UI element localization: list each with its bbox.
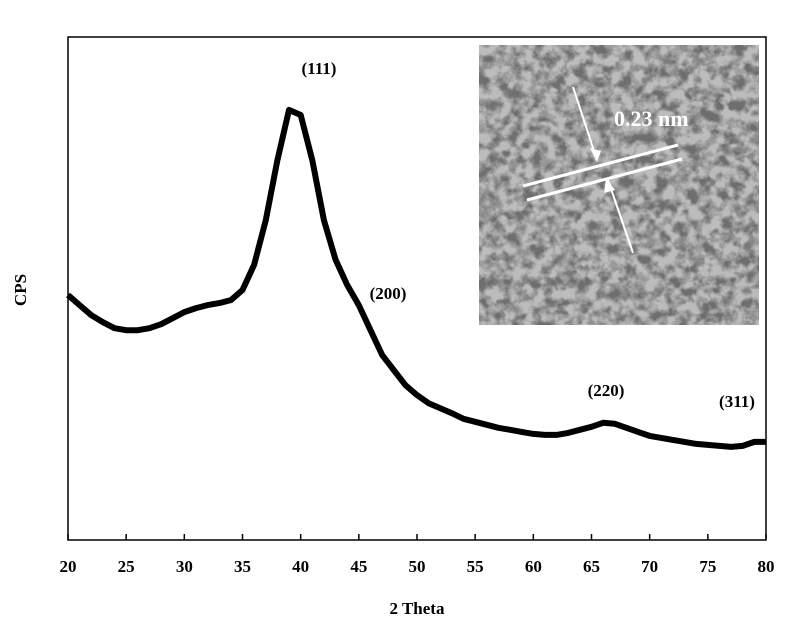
inset-image: 0.23 nm xyxy=(479,45,759,325)
x-tick-label: 60 xyxy=(525,557,542,576)
x-axis-label: 2 Theta xyxy=(390,599,445,618)
x-tick-label: 25 xyxy=(118,557,135,576)
x-tick-label: 45 xyxy=(350,557,367,576)
x-tick-label: 55 xyxy=(467,557,484,576)
x-tick-label: 20 xyxy=(60,557,77,576)
y-axis-label: CPS xyxy=(11,274,30,306)
peak-label: (111) xyxy=(302,59,337,78)
x-tick-label: 35 xyxy=(234,557,251,576)
inset-label: 0.23 nm xyxy=(614,106,689,131)
x-tick-label: 30 xyxy=(176,557,193,576)
x-tick-label: 65 xyxy=(583,557,600,576)
x-tick-label: 80 xyxy=(758,557,775,576)
peak-label: (200) xyxy=(370,284,407,303)
x-tick-label: 75 xyxy=(699,557,716,576)
peak-label: (220) xyxy=(588,381,625,400)
x-tick-label: 50 xyxy=(409,557,426,576)
x-tick-label: 70 xyxy=(641,557,658,576)
x-tick-label: 40 xyxy=(292,557,309,576)
peak-label: (311) xyxy=(719,392,755,411)
data-line xyxy=(66,106,766,450)
